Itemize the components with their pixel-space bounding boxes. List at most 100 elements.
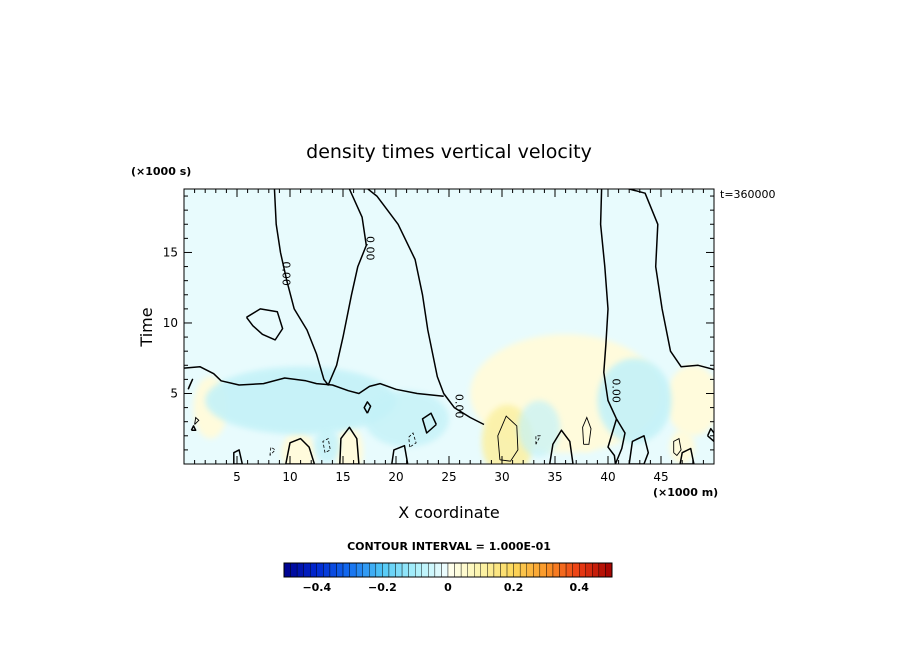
x-tick-label: 20 (388, 470, 403, 484)
colorbar-cell (480, 562, 488, 578)
colorbar-cell (336, 562, 344, 578)
colorbar-cell (388, 562, 396, 578)
x-unit-label: (×1000 m) (653, 486, 718, 499)
positive-contour (194, 416, 200, 425)
zero-contour (599, 189, 618, 420)
colorbar-cell (592, 562, 600, 578)
y-tick-label: 10 (163, 316, 178, 330)
colorbar-cell (493, 562, 501, 578)
zero-contour (273, 189, 368, 386)
x-tick-label: 10 (282, 470, 297, 484)
negative-region (314, 428, 340, 463)
zero-contour (706, 427, 714, 443)
zero-contour (679, 447, 695, 464)
contour-lines (184, 189, 714, 464)
zero-contour (245, 308, 284, 341)
zero-contour (363, 401, 372, 414)
zero-contour (233, 449, 244, 464)
colorbar-cell (474, 562, 481, 578)
negative-contour (535, 435, 541, 445)
negative-region (517, 400, 561, 457)
zero-contour (628, 435, 650, 464)
colorbar-cell (408, 562, 416, 578)
colorbar-cell (428, 562, 436, 578)
negative-contour (269, 446, 276, 456)
colorbar-cell (546, 562, 554, 578)
axis-ticks (184, 189, 714, 464)
contour-interval-label: CONTOUR INTERVAL = 1.000E-01 (347, 540, 551, 553)
zero-contour-label: 0.00 (609, 378, 622, 403)
y-unit-label: (×1000 s) (131, 165, 191, 178)
colorbar-tick-label: 0.2 (504, 581, 524, 594)
positive-region (281, 431, 316, 464)
colorbar-tick-label: −0.4 (302, 581, 331, 594)
colorbar-cell (310, 562, 317, 578)
colorbar-cell (506, 562, 514, 578)
colorbar-cell (329, 562, 337, 578)
colorbar-cell (303, 562, 311, 578)
zero-contour-label: 0.00 (452, 394, 465, 419)
x-tick-label: 15 (335, 470, 350, 484)
colorbar-cell (467, 562, 475, 578)
colorbar-cell (539, 562, 547, 578)
colorbar-cell (585, 562, 593, 578)
colorbar-cell (362, 562, 370, 578)
colorbar-cell (552, 562, 560, 578)
x-tick-label: 35 (547, 470, 562, 484)
colorbar-tick-labels: −0.4 −0.2 0 0.2 0.4 (302, 581, 589, 594)
colorbar-cell (316, 562, 324, 578)
colorbar-cell (454, 562, 462, 578)
zero-contour (421, 412, 437, 434)
colorbar-cell (441, 562, 449, 578)
shaded-field (184, 189, 714, 464)
colorbar-cell (513, 562, 521, 578)
negative-region (364, 390, 449, 448)
colorbar-cell (375, 562, 383, 578)
colorbar-cell (369, 562, 377, 578)
x-tick-label: 5 (233, 470, 241, 484)
zero-contour (339, 426, 360, 464)
zero-contour-label: 0.00 (363, 236, 376, 261)
colorbar-cell (447, 562, 455, 578)
colorbar-cell (533, 562, 541, 578)
colorbar-cell (565, 562, 573, 578)
positive-region (669, 430, 695, 464)
colorbar-cell (349, 562, 357, 578)
colorbar-cell (401, 562, 409, 578)
positive-contour (582, 416, 592, 445)
colorbar-cell (421, 562, 429, 578)
x-axis-label: X coordinate (398, 503, 499, 522)
zero-contour (285, 437, 316, 464)
colorbar (283, 562, 613, 578)
zero-contour (349, 189, 485, 426)
zero-contour (391, 444, 409, 464)
zero-contour (626, 189, 714, 371)
colorbar-cell (598, 562, 606, 578)
positive-region (576, 411, 598, 452)
colorbar-cell (323, 562, 331, 578)
colorbar-cell (572, 562, 580, 578)
y-axis-label: Time (137, 307, 156, 347)
zero-contour-label: 0.00 (280, 261, 293, 286)
zero-contour (190, 425, 197, 431)
colorbar-cell (487, 562, 495, 578)
colorbar-cell (342, 562, 350, 578)
zero-contour (607, 418, 626, 464)
x-tick-label: 25 (441, 470, 456, 484)
colorbar-cell (355, 562, 363, 578)
colorbar-cell (460, 562, 468, 578)
colorbar-cell (415, 562, 422, 578)
negative-contour (408, 432, 417, 448)
positive-contour (673, 437, 682, 457)
colorbar-frame (283, 562, 613, 578)
colorbar-cell (526, 562, 534, 578)
colorbar-cell (559, 562, 567, 578)
y-tick-label: 15 (163, 245, 178, 259)
y-tick-labels: 5 10 15 (163, 245, 178, 400)
zero-contour (187, 378, 194, 390)
colorbar-tick-label: 0 (444, 581, 452, 594)
colorbar-cell (395, 562, 403, 578)
contour-labels: 0.00 0.00 0.00 0.00 (280, 236, 623, 418)
negative-contour (322, 437, 331, 454)
